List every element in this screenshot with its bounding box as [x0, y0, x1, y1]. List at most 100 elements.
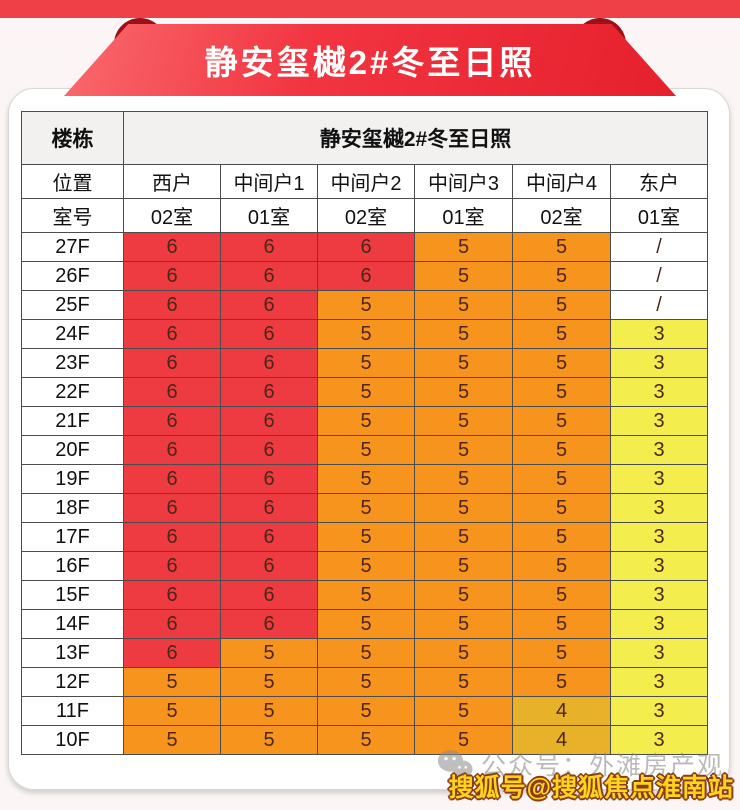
room-label-cell: 室号	[21, 198, 124, 233]
sohu-watermark-label: 搜狐号@搜狐焦点淮南站	[448, 774, 734, 802]
wechat-icon	[437, 749, 473, 778]
floor-label-cell: 20F	[21, 435, 124, 465]
room-header-cell: 02室	[123, 198, 221, 233]
sunshine-value-cell: 5	[414, 522, 513, 552]
floor-row: 13F 6 5 5 5 5 3	[21, 638, 709, 668]
floor-row: 23F 6 6 5 5 5 3	[21, 348, 709, 378]
sunshine-value-cell: 5	[512, 609, 611, 639]
corner-header-cell: 楼栋	[21, 111, 124, 165]
sunshine-value-cell: 6	[220, 319, 318, 349]
floor-label-cell: 19F	[21, 464, 124, 494]
sunshine-value-cell: 6	[123, 551, 221, 581]
ribbon-bar: 静安玺樾2#冬至日照	[64, 24, 676, 96]
sunshine-table: 楼栋 静安玺樾2#冬至日照 位置 西户 中间户1 中间户2 中间户3 中间户4 东户 室号 02室 0…	[21, 111, 709, 755]
sunshine-value-cell: 5	[317, 406, 415, 436]
sunshine-value-cell: 5	[317, 464, 415, 494]
floor-row: 11F 5 5 5 5 4 3	[21, 696, 709, 726]
floor-label-cell: 25F	[21, 290, 124, 320]
room-header-cell: 02室	[317, 198, 415, 233]
sunshine-value-cell: 3	[609, 493, 709, 523]
floor-row: 24F 6 6 5 5 5 3	[21, 319, 709, 349]
floor-label-cell: 26F	[21, 261, 124, 291]
sunshine-value-cell: 6	[220, 261, 318, 291]
sunshine-value-cell: 5	[317, 435, 415, 465]
floor-label-cell: 22F	[21, 377, 124, 407]
sunshine-value-cell: 5	[512, 406, 611, 436]
floor-row: 16F 6 6 5 5 5 3	[21, 551, 709, 581]
sunshine-value-cell: 5	[414, 261, 513, 291]
floor-label-cell: 24F	[21, 319, 124, 349]
sunshine-value-cell: 6	[220, 609, 318, 639]
sunshine-value-cell: 5	[414, 696, 513, 726]
sohu-watermark: 搜狐号@搜狐焦点淮南站	[449, 768, 734, 804]
floor-label-cell: 16F	[21, 551, 124, 581]
wechat-watermark: 公众号：外滩房产观	[437, 746, 724, 782]
room-header-cell: 02室	[512, 198, 611, 233]
floor-row: 18F 6 6 5 5 5 3	[21, 493, 709, 523]
sunshine-value-cell: 4	[512, 725, 611, 755]
sunshine-value-cell: 5	[512, 551, 611, 581]
sunshine-value-cell: 6	[123, 493, 221, 523]
sunshine-value-cell: 5	[414, 464, 513, 494]
sunshine-value-cell: 5	[512, 667, 611, 697]
sunshine-value-cell: 5	[317, 522, 415, 552]
floor-label-cell: 10F	[21, 725, 124, 755]
sunshine-value-cell: 6	[123, 377, 221, 407]
sunshine-value-cell: 6	[317, 232, 415, 262]
sunshine-value-cell: 5	[317, 667, 415, 697]
sunshine-value-cell: 6	[220, 406, 318, 436]
sunshine-value-cell: 6	[220, 377, 318, 407]
sunshine-value-cell: 6	[123, 319, 221, 349]
floor-row: 22F 6 6 5 5 5 3	[21, 377, 709, 407]
wechat-watermark-label: 公众号：外滩房产观	[480, 752, 724, 780]
sunshine-value-cell: 5	[414, 319, 513, 349]
sunshine-value-cell: 5	[317, 609, 415, 639]
sunshine-value-cell: /	[609, 261, 709, 291]
sunshine-value-cell: 5	[220, 696, 318, 726]
sunshine-value-cell: 5	[414, 551, 513, 581]
sunshine-value-cell: 6	[123, 638, 221, 668]
floor-label-cell: 11F	[21, 696, 124, 726]
sunshine-value-cell: 6	[123, 232, 221, 262]
sunshine-value-cell: 6	[123, 464, 221, 494]
floor-row: 27F 6 6 6 5 5/	[21, 232, 709, 262]
sunshine-value-cell: 5	[317, 290, 415, 320]
sunshine-value-cell: 3	[609, 551, 709, 581]
sunshine-value-cell: 6	[220, 348, 318, 378]
sunshine-value-cell: 3	[609, 667, 709, 697]
sunshine-value-cell: 3	[609, 348, 709, 378]
position-header-cell: 中间户1	[220, 164, 318, 199]
sunshine-value-cell: 6	[220, 522, 318, 552]
sunshine-value-cell: 5	[512, 261, 611, 291]
floor-row: 25F 6 6 5 5 5/	[21, 290, 709, 320]
sunshine-value-cell: 5	[512, 493, 611, 523]
sunshine-value-cell: 5	[414, 609, 513, 639]
sunshine-value-cell: 5	[317, 551, 415, 581]
sunshine-value-cell: 3	[609, 638, 709, 668]
sunshine-value-cell: /	[609, 232, 709, 262]
sunshine-value-cell: 3	[609, 696, 709, 726]
title-ribbon: 静安玺樾2#冬至日照	[64, 18, 676, 96]
sunshine-value-cell: 5	[317, 348, 415, 378]
sunshine-value-cell: 3	[609, 406, 709, 436]
sunshine-value-cell: 5	[414, 667, 513, 697]
sunshine-value-cell: 6	[220, 435, 318, 465]
floor-row: 10F 5 5 5 5 4 3	[21, 725, 709, 755]
floor-label-cell: 27F	[21, 232, 124, 262]
sunshine-value-cell: 5	[414, 580, 513, 610]
sunshine-value-cell: 5	[414, 493, 513, 523]
position-header-cell: 中间户3	[414, 164, 513, 199]
span-header-cell: 静安玺樾2#冬至日照	[122, 111, 709, 165]
sunshine-value-cell: 6	[220, 493, 318, 523]
floor-row: 17F 6 6 5 5 5 3	[21, 522, 709, 552]
room-header-cell: 01室	[609, 198, 709, 233]
sunshine-value-cell: 3	[609, 609, 709, 639]
sunshine-value-cell: 5	[414, 290, 513, 320]
sunshine-value-cell: 5	[414, 638, 513, 668]
sunshine-value-cell: 5	[512, 232, 611, 262]
sunshine-value-cell: 6	[123, 609, 221, 639]
floor-label-cell: 23F	[21, 348, 124, 378]
floor-row: 19F 6 6 5 5 5 3	[21, 464, 709, 494]
floor-label-cell: 14F	[21, 609, 124, 639]
floor-label-cell: 12F	[21, 667, 124, 697]
